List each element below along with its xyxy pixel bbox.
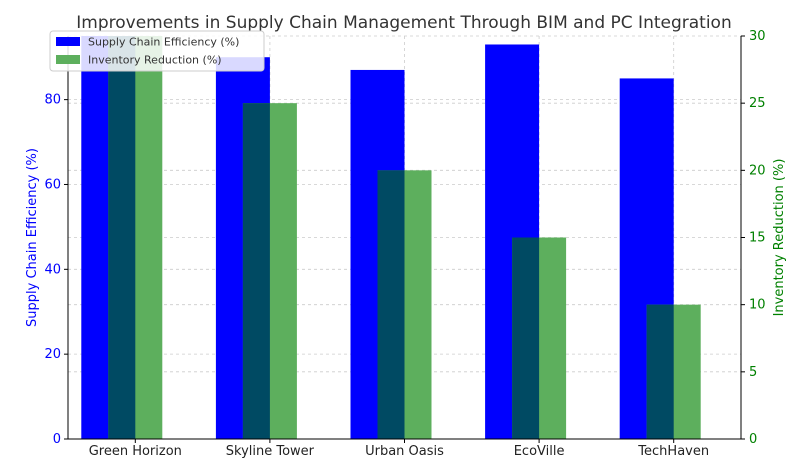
x-tick-label: EcoVille [514, 444, 565, 459]
y-right-tick-labels: 0 5 10 15 20 25 30 [741, 29, 766, 447]
bar-overlap [646, 304, 674, 439]
y-axis-right-label: Inventory Reduction (%) [772, 159, 787, 317]
y-left-tick-label: 60 [44, 177, 61, 192]
legend-swatch [56, 55, 80, 64]
y-left-tick-label: 80 [44, 93, 61, 108]
x-tick-label: Green Horizon [89, 444, 182, 459]
legend-label: Supply Chain Efficiency (%) [88, 36, 239, 49]
legend-swatch [56, 37, 80, 46]
y-right-tick-label: 0 [749, 432, 757, 447]
y-axis-left-label: Supply Chain Efficiency (%) [25, 148, 40, 327]
legend: Supply Chain Efficiency (%) Inventory Red… [49, 30, 265, 72]
y-right-tick-label: 30 [749, 29, 766, 44]
bar-overlap [512, 237, 540, 439]
x-tick-label: TechHaven [637, 444, 709, 459]
y-right-tick-label: 15 [749, 231, 766, 246]
x-tick-label: Skyline Tower [226, 444, 315, 459]
bars [81, 36, 701, 440]
y-left-tick-label: 40 [44, 262, 61, 277]
bar-overlap [242, 103, 270, 440]
y-right-tick-label: 25 [749, 96, 766, 111]
y-right-tick-label: 10 [749, 298, 766, 313]
y-right-tick-label: 5 [749, 365, 757, 380]
x-tick-labels: Green Horizon Skyline Tower Urban Oasis Eco… [89, 439, 709, 459]
y-right-tick-label: 20 [749, 163, 766, 178]
y-left-tick-label: 0 [53, 432, 61, 447]
y-left-tick-labels: 0 20 40 60 80 [44, 93, 68, 447]
bar-overlap [108, 36, 136, 439]
chart-title: Improvements in Supply Chain Management … [76, 13, 731, 33]
legend-box [49, 30, 265, 72]
bar-overlap [377, 170, 405, 440]
legend-label: Inventory Reduction (%) [88, 54, 222, 67]
y-left-tick-label: 20 [44, 347, 61, 362]
x-tick-label: Urban Oasis [365, 444, 444, 459]
